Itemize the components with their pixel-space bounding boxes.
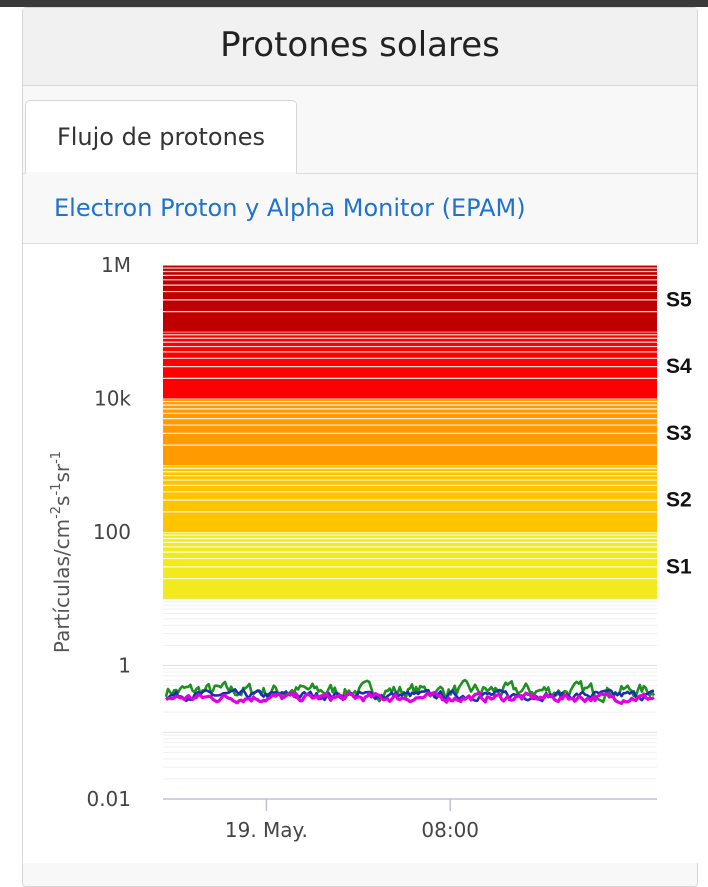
y-axis-label-base: Partículas/cm — [50, 519, 74, 653]
tab-active-indicator — [26, 172, 296, 175]
y-tick-label: 10k — [94, 387, 131, 411]
top-bar — [0, 0, 708, 7]
scale-band-s5 — [163, 265, 657, 332]
x-tick-label: 19. May. — [225, 818, 308, 842]
y-axis-label-mid: sr — [50, 463, 74, 482]
scale-band-s3 — [163, 398, 657, 466]
scale-band-s1 — [163, 532, 657, 599]
y-axis-label: Partículas/cm-2s-1sr-1 — [49, 451, 74, 653]
proton-flux-chart: S1 S2 S3 S4 S5 19. May. 08:00 0.01 1 100 10k 1M Par… — [49, 253, 692, 842]
scale-band-s2 — [163, 465, 657, 532]
y-tick-label: 1 — [118, 654, 131, 678]
series-lines — [164, 678, 656, 705]
chart-labels: S1 S2 S3 S4 S5 19. May. 08:00 0.01 1 100 10k 1M — [86, 253, 692, 842]
y-axis-label-sup: -2 — [49, 506, 64, 519]
scale-label-s4: S4 — [666, 355, 692, 378]
x-tick-label: 08:00 — [421, 818, 479, 842]
series-line-1 — [164, 678, 656, 704]
divider — [23, 243, 697, 244]
chart-axes — [163, 798, 657, 811]
scale-band-s4 — [163, 331, 657, 399]
chart-area: S1 S2 S3 S4 S5 19. May. 08:00 0.01 1 100 10k 1M Par… — [23, 244, 698, 863]
tab-bar: Flujo de protones — [23, 100, 697, 174]
y-axis-label-mid: s — [50, 496, 74, 506]
y-axis-label-sup: -1 — [49, 483, 64, 496]
card-title: Protones solares — [220, 24, 500, 65]
y-tick-label: 100 — [93, 520, 131, 544]
y-axis-label-sup: -1 — [49, 451, 64, 464]
scale-label-s2: S2 — [666, 489, 692, 512]
y-tick-label: 1M — [101, 253, 131, 277]
tab-proton-flux[interactable]: Flujo de protones — [25, 100, 297, 173]
series-line-3 — [165, 690, 655, 705]
y-tick-label: 0.01 — [86, 787, 131, 811]
epam-link[interactable]: Electron Proton y Alpha Monitor (EPAM) — [54, 194, 526, 222]
scale-label-s1: S1 — [666, 555, 692, 578]
scale-bands — [163, 264, 657, 599]
card-header: Protones solares — [23, 8, 697, 86]
scale-label-s3: S3 — [666, 422, 692, 445]
scale-label-s5: S5 — [666, 288, 692, 311]
